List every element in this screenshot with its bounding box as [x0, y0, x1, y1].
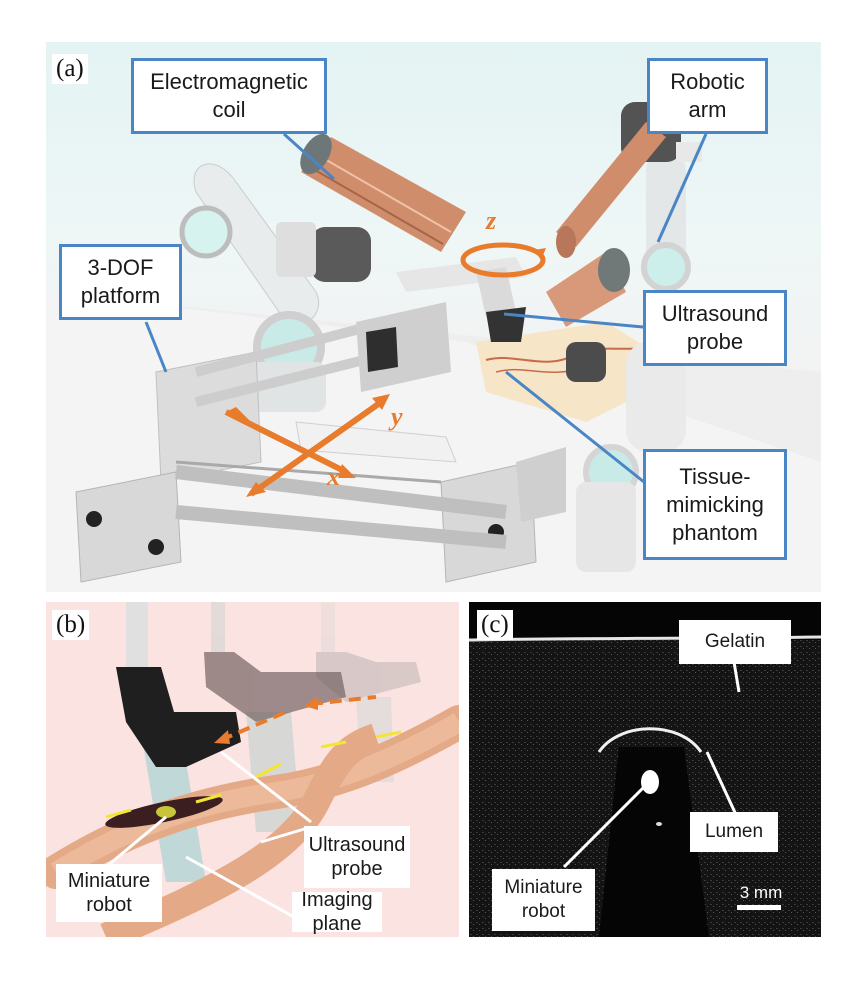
acoustic-shadow [599, 747, 709, 937]
miniature-robot-model [156, 806, 176, 818]
scale-bar [737, 905, 781, 910]
probe-main [116, 602, 241, 767]
label-imaging-plane: Imaging plane [292, 889, 382, 935]
callout-leader-lines [144, 132, 708, 484]
panel-a-label: (a) [52, 54, 88, 84]
vessel-branch [100, 723, 381, 937]
callout-electromagnetic-coil: Electromagnetic coil [131, 58, 327, 134]
robot-echo [641, 770, 659, 794]
panel-a-system-render: (a) Electromagnetic coil Robotic arm 3-D… [46, 42, 821, 592]
vessel-illustration [46, 602, 459, 937]
callout-phantom: Tissue- mimicking phantom [643, 449, 787, 560]
panel-c-label: (c) [477, 610, 513, 640]
axis-label-x: x [327, 462, 340, 491]
axis-arrows [224, 242, 546, 497]
left-robot-arm [179, 163, 371, 412]
callout-robotic-arm: Robotic arm [647, 58, 768, 134]
panel-b-label: (b) [52, 610, 90, 640]
right-coils [546, 122, 666, 327]
scale-bar-label: 3 mm [739, 883, 783, 902]
label-ultrasound-probe-b: Ultrasound probe [304, 826, 410, 888]
probe-motion-arrows [220, 695, 377, 742]
callout-ultrasound-probe: Ultrasound probe [643, 290, 787, 366]
panel-b-leader-lines [105, 750, 312, 919]
axis-label-y: y [391, 402, 403, 431]
lumen-wall [597, 727, 703, 753]
label-gelatin: Gelatin [679, 620, 791, 664]
callout-platform: 3-DOF platform [59, 244, 182, 320]
left-coil [300, 133, 466, 252]
label-lumen: Lumen [690, 812, 778, 852]
label-miniature-robot-b: Miniature robot [56, 864, 162, 922]
panel-c-ultrasound-image: (c) Gelatin Lumen Miniature robot 3 mm [469, 602, 821, 937]
axis-label-z: z [486, 206, 497, 235]
robot-motion-arrows [105, 730, 402, 819]
label-miniature-robot-c: Miniature robot [492, 869, 595, 931]
system-illustration [46, 102, 821, 592]
panel-b-vessel-render: (b) Ultrasound probe Miniature robot Ima… [46, 602, 459, 937]
